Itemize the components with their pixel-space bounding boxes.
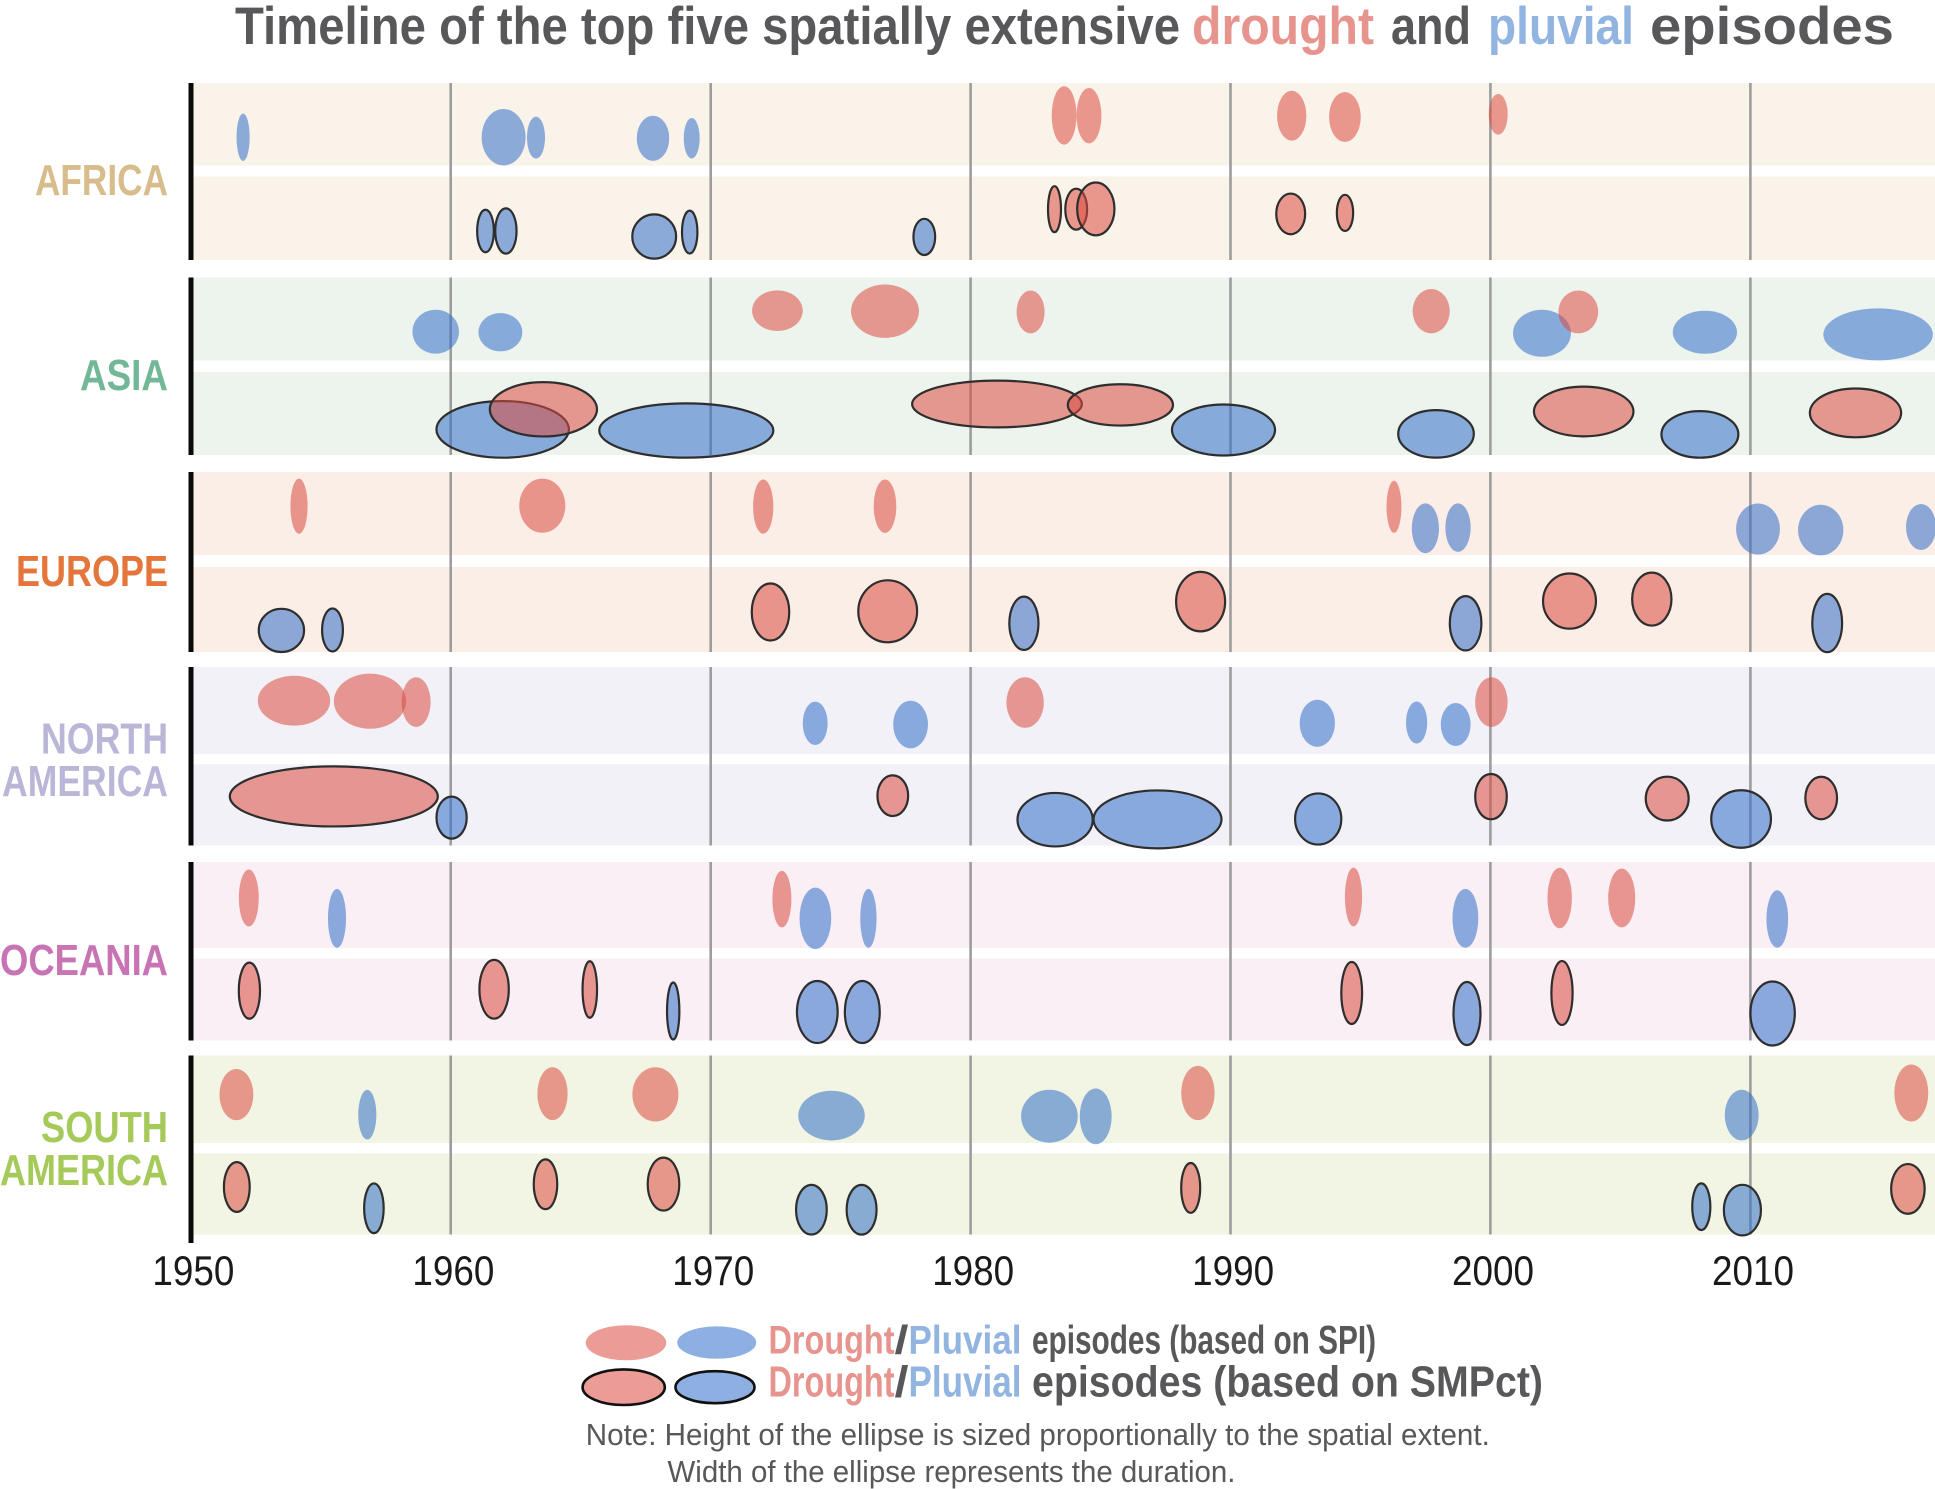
svg-text:Note: Height of the ellipse is: Note: Height of the ellipse is sized pro…: [586, 1417, 1490, 1452]
svg-text:OCEANIA: OCEANIA: [0, 936, 168, 985]
svg-text:episodes (based on SMPct): episodes (based on SMPct): [1032, 1357, 1543, 1406]
svg-text:1950: 1950: [152, 1247, 234, 1294]
svg-text:AMERICA: AMERICA: [2, 757, 168, 806]
svg-text:1990: 1990: [1192, 1247, 1274, 1294]
svg-text:and: and: [1391, 0, 1471, 56]
svg-text:Pluvial: Pluvial: [909, 1357, 1022, 1406]
svg-text:Drought: Drought: [769, 1357, 895, 1406]
svg-text:1960: 1960: [412, 1247, 494, 1294]
svg-text:/: /: [895, 1319, 909, 1363]
svg-text:1970: 1970: [672, 1247, 754, 1294]
svg-text:episodes (based on SPI): episodes (based on SPI): [1032, 1319, 1376, 1363]
svg-text:AFRICA: AFRICA: [35, 156, 168, 205]
svg-text:episodes: episodes: [1650, 0, 1894, 56]
svg-text:ASIA: ASIA: [80, 351, 168, 400]
svg-text:2010: 2010: [1712, 1247, 1794, 1294]
svg-text:pluvial: pluvial: [1488, 0, 1634, 56]
svg-text:Pluvial: Pluvial: [909, 1319, 1022, 1363]
svg-text:2000: 2000: [1452, 1247, 1534, 1294]
svg-text:drought: drought: [1192, 0, 1374, 56]
svg-text:AMERICA: AMERICA: [0, 1146, 168, 1195]
svg-text:Width of the ellipse represent: Width of the ellipse represents the dura…: [668, 1454, 1236, 1489]
svg-text:SOUTH: SOUTH: [41, 1103, 168, 1152]
svg-text:NORTH: NORTH: [41, 714, 168, 763]
svg-text:Drought: Drought: [769, 1319, 895, 1363]
svg-text:1980: 1980: [932, 1247, 1014, 1294]
svg-text:EUROPE: EUROPE: [16, 547, 168, 596]
svg-text:Timeline of the top five spati: Timeline of the top five spatially exten…: [235, 0, 1180, 56]
svg-text:/: /: [895, 1357, 909, 1406]
